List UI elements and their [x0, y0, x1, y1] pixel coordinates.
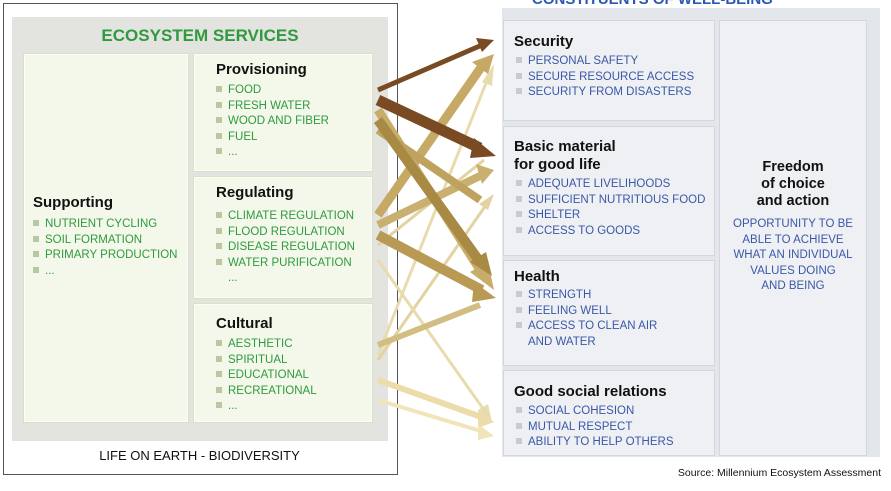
arrow-cultural-to-health: [376, 302, 482, 348]
arrow-provisioning-to-security: [377, 42, 483, 93]
list-item: SOCIAL COHESION: [516, 404, 674, 420]
freedom-text-line: AND BEING: [761, 280, 825, 292]
basic-material-title: Basic material for good life: [514, 138, 616, 174]
list-item: SUFFICIENT NUTRITIOUS FOOD: [516, 193, 705, 209]
list-item: SOIL FORMATION: [33, 233, 177, 249]
weak-linkage-arrows: [376, 64, 494, 440]
list-item: ...: [228, 272, 238, 284]
cultural-title: Cultural: [216, 315, 273, 332]
arrow-provisioning-to-basic-strong: [375, 95, 483, 153]
freedom-title: Freedom of choice and action: [720, 159, 866, 210]
list-item: NUTRIENT CYCLING: [33, 217, 177, 233]
list-item: SPIRITUAL: [216, 353, 317, 369]
supporting-list: NUTRIENT CYCLING SOIL FORMATION PRIMARY …: [33, 217, 177, 279]
supporting-title: Supporting: [33, 194, 113, 211]
list-item: DISEASE REGULATION: [216, 240, 355, 256]
arrow-cultural-to-security: [376, 77, 490, 356]
list-item: SHELTER: [516, 208, 705, 224]
list-item: FUEL: [216, 130, 329, 146]
security-list: PERSONAL SAFETY SECURE RESOURCE ACCESS S…: [516, 54, 694, 101]
arrow-regulating-to-security: [374, 63, 486, 218]
arrow-head: [479, 194, 494, 210]
arrow-head: [472, 54, 494, 74]
list-item: ACCESS TO CLEAN AIR: [516, 319, 657, 335]
list-item: PRIMARY PRODUCTION: [33, 248, 177, 264]
provisioning-list: FOOD FRESH WATER WOOD AND FIBER FUEL ...: [216, 83, 329, 161]
strong-linkage-arrows: [373, 38, 496, 276]
supporting-box: Supporting NUTRIENT CYCLING SOIL FORMATI…: [23, 53, 189, 423]
list-item: WOOD AND FIBER: [216, 114, 329, 130]
list-item: FEELING WELL: [516, 304, 657, 320]
basic-material-title-line: for good life: [514, 156, 601, 173]
freedom-box: Freedom of choice and action OPPORTUNITY…: [719, 20, 867, 456]
arrow-head: [472, 282, 496, 302]
list-item: AND WATER: [528, 335, 596, 348]
list-item: ...: [216, 145, 329, 161]
list-item: CLIMATE REGULATION: [216, 209, 355, 225]
security-title: Security: [514, 33, 574, 50]
regulating-title: Regulating: [216, 184, 294, 201]
list-item: STRENGTH: [516, 288, 657, 304]
list-item: PERSONAL SAFETY: [516, 54, 694, 70]
list-item: FRESH WATER: [216, 99, 329, 115]
arrow-cultural-to-basic: [376, 204, 488, 361]
list-item: FLOOD REGULATION: [216, 225, 355, 241]
arrow-head: [478, 404, 492, 422]
list-item: ...: [216, 399, 317, 415]
basic-material-title-line: Basic material: [514, 138, 616, 155]
list-item: ...: [33, 264, 177, 280]
list-item: RECREATIONAL: [216, 384, 317, 400]
arrow-provisioning-to-health: [373, 117, 485, 265]
arrow-head: [482, 64, 494, 86]
arrow-head: [470, 138, 496, 158]
provisioning-box: Provisioning FOOD FRESH WATER WOOD AND F…: [193, 53, 373, 172]
arrow-head: [470, 252, 492, 276]
health-box: Health STRENGTH FEELING WELL ACCESS TO C…: [503, 260, 715, 366]
list-item: FOOD: [216, 83, 329, 99]
basic-material-list: ADEQUATE LIVELIHOODS SUFFICIENT NUTRITIO…: [516, 177, 705, 239]
freedom-text-line: OPPORTUNITY TO BE: [733, 218, 853, 230]
arrow-regulating-to-health: [375, 230, 485, 295]
list-item: ACCESS TO GOODS: [516, 224, 705, 240]
cultural-box: Cultural AESTHETIC SPIRITUAL EDUCATIONAL…: [193, 303, 373, 423]
arrow-head: [476, 164, 494, 184]
freedom-text-line: ABLE TO ACHIEVE: [742, 233, 844, 246]
social-relations-box: Good social relations SOCIAL COHESION MU…: [503, 370, 715, 456]
arrow-regulating-to-social: [376, 259, 486, 411]
constituents-title: CONSTITUENTS OF WELL-BEING: [532, 0, 773, 8]
regulating-box: Regulating CLIMATE REGULATION FLOOD REGU…: [193, 176, 373, 299]
freedom-text-line: VALUES DOING: [750, 264, 836, 277]
health-list: STRENGTH FEELING WELL ACCESS TO CLEAN AI…: [516, 288, 657, 350]
arrow-head: [478, 410, 494, 428]
ecosystem-services-title: ECOSYSTEM SERVICES: [101, 26, 299, 45]
list-item: EDUCATIONAL: [216, 368, 317, 384]
freedom-text-line: WHAT AN INDIVIDUAL: [733, 249, 853, 261]
list-item: SECURE RESOURCE ACCESS: [516, 70, 694, 86]
source-note: Source: Millennium Ecosystem Assessment: [677, 467, 881, 479]
freedom-description: OPPORTUNITY TO BE ABLE TO ACHIEVE WHAT A…: [720, 217, 866, 295]
cultural-list: AESTHETIC SPIRITUAL EDUCATIONAL RECREATI…: [216, 337, 317, 415]
list-item: ABILITY TO HELP OTHERS: [516, 435, 674, 451]
social-relations-list: SOCIAL COHESION MUTUAL RESPECT ABILITY T…: [516, 404, 674, 451]
list-item: WATER PURIFICATION: [216, 256, 355, 272]
arrow-head: [478, 424, 494, 440]
regulating-list: CLIMATE REGULATION FLOOD REGULATION DISE…: [216, 209, 355, 287]
freedom-title-line: of choice: [761, 176, 825, 192]
basic-material-box: Basic material for good life ADEQUATE LI…: [503, 126, 715, 256]
list-item: MUTUAL RESPECT: [516, 420, 674, 436]
health-title: Health: [514, 268, 560, 285]
biodiversity-label: LIFE ON EARTH - BIODIVERSITY: [99, 448, 300, 463]
list-item: ADEQUATE LIVELIHOODS: [516, 177, 705, 193]
freedom-title-line: and action: [756, 193, 830, 209]
social-relations-title: Good social relations: [514, 383, 667, 400]
list-item: AESTHETIC: [216, 337, 317, 353]
arrow-head: [476, 38, 494, 52]
freedom-title-line: Freedom: [762, 159, 824, 175]
list-item: SECURITY FROM DISASTERS: [516, 85, 694, 101]
arrow-cultural-to-social-a: [376, 377, 486, 421]
provisioning-title: Provisioning: [216, 61, 307, 78]
security-box: Security PERSONAL SAFETY SECURE RESOURCE…: [503, 20, 715, 121]
arrow-cultural-to-social-b: [377, 398, 485, 434]
